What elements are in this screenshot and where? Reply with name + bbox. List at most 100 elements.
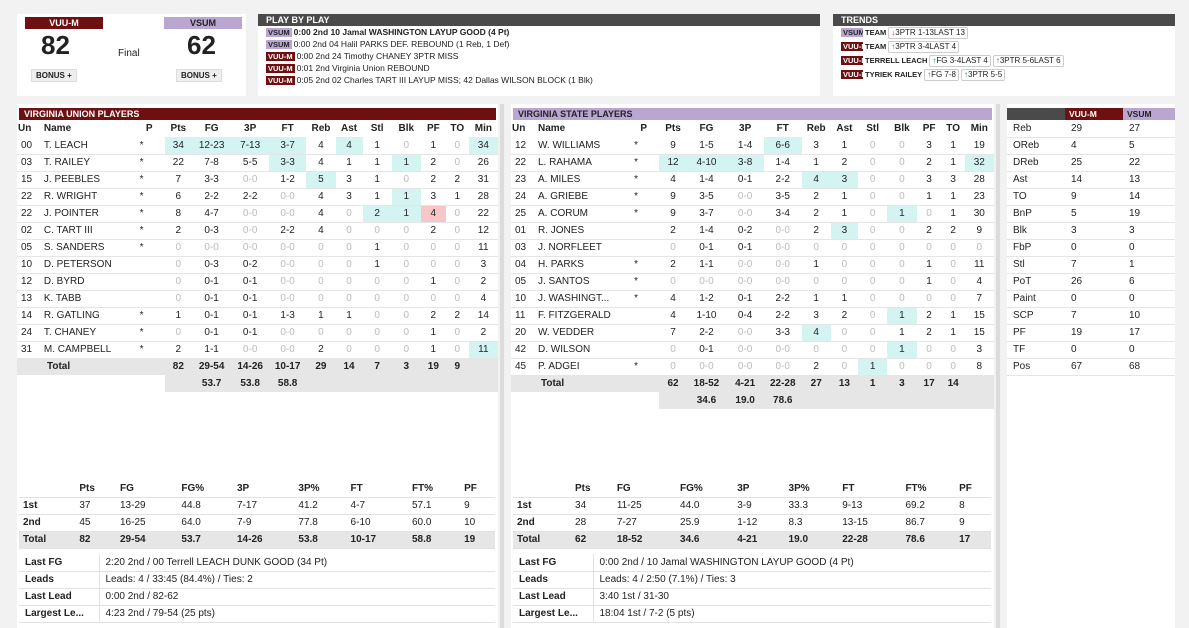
- player-row[interactable]: 05 S. SANDERS * 0 0-0 0-0 0-0 0 0 1 0 0 0 11: [17, 239, 498, 257]
- column-header[interactable]: Blk: [887, 120, 917, 137]
- team-stat-row: PF 19 17: [1007, 324, 1175, 342]
- player-row[interactable]: 24 A. GRIEBE * 9 3-5 0-0 3-5 2 1 0 0 1 1 23: [511, 188, 994, 206]
- column-divider[interactable]: [500, 104, 504, 628]
- player-row[interactable]: 03 J. NORFLEET 0 0-1 0-1 0-0 0 0 0 0 0 0 0: [511, 239, 994, 257]
- player-row[interactable]: 22 J. POINTER * 8 4-7 0-0 0-0 4 0 2 1 4 0 22: [17, 205, 498, 223]
- player-row[interactable]: 31 M. CAMPBELL * 2 1-1 0-0 0-0 2 0 0 0 1 0 11: [17, 341, 498, 359]
- column-header[interactable]: Name: [39, 120, 134, 137]
- column-header[interactable]: Ast: [830, 120, 859, 137]
- stat-cell: 8.3: [784, 514, 839, 532]
- player-row[interactable]: 42 D. WILSON 0 0-1 0-0 0-0 0 0 0 1 0 0 3: [511, 341, 994, 359]
- column-header[interactable]: Stl: [362, 120, 392, 137]
- player-row[interactable]: 24 T. CHANEY * 0 0-1 0-1 0-0 0 0 0 0 1 0 2: [17, 324, 498, 342]
- player-name[interactable]: M. CAMPBELL: [39, 341, 134, 359]
- player-name[interactable]: K. TABB: [39, 290, 134, 308]
- stat-cell: 1: [830, 137, 859, 155]
- column-header[interactable]: Min: [964, 120, 994, 137]
- column-header[interactable]: Stl: [858, 120, 888, 137]
- player-row[interactable]: 10 D. PETERSON 0 0-3 0-2 0-0 0 0 1 0 0 0 3: [17, 256, 498, 274]
- column-header[interactable]: Reb: [801, 120, 831, 137]
- player-name[interactable]: D. PETERSON: [39, 256, 134, 274]
- column-header[interactable]: 3P: [726, 120, 764, 137]
- player-row[interactable]: 25 A. CORUM * 9 3-7 0-0 3-4 2 1 0 1 0 1 30: [511, 205, 994, 223]
- column-divider[interactable]: [996, 104, 1000, 628]
- column-header[interactable]: P: [628, 120, 660, 137]
- column-header[interactable]: Min: [468, 120, 498, 137]
- column-header[interactable]: PF: [916, 120, 942, 137]
- player-name[interactable]: J. PEEBLES: [39, 171, 134, 189]
- column-header[interactable]: Ast: [335, 120, 363, 137]
- player-row[interactable]: 10 J. WASHINGT... * 4 1-2 0-1 2-2 1 1 0 0 0 0 7: [511, 290, 994, 308]
- player-name[interactable]: D. BYRD: [39, 273, 134, 291]
- player-name[interactable]: J. POINTER: [39, 205, 134, 223]
- pbp-text: 0:00 2nd 04 Halil PARKS DEF. REBOUND (1 …: [293, 39, 510, 49]
- player-name[interactable]: H. PARKS: [534, 256, 629, 274]
- column-header[interactable]: Blk: [391, 120, 421, 137]
- player-row[interactable]: 20 W. VEDDER 7 2-2 0-0 3-3 4 0 0 1 2 1 15: [511, 324, 994, 342]
- column-header[interactable]: Name: [534, 120, 629, 137]
- player-row[interactable]: 01 R. JONES 2 1-4 0-2 0-0 2 3 0 0 2 2 9: [511, 222, 994, 240]
- player-name[interactable]: A. MILES: [534, 171, 629, 189]
- player-row[interactable]: 00 T. LEACH * 34 12-23 7-13 3-7 4 4 1 0 1 0 34: [17, 137, 498, 155]
- column-header[interactable]: Pts: [164, 120, 192, 137]
- player-name[interactable]: L. RAHAMA: [534, 154, 629, 172]
- player-row[interactable]: 23 A. MILES * 4 1-4 0-1 2-2 4 3 0 0 3 3 28: [511, 171, 994, 189]
- player-name[interactable]: J. NORFLEET: [534, 239, 629, 257]
- player-name[interactable]: T. RAILEY: [39, 154, 134, 172]
- column-header[interactable]: 3P: [231, 120, 269, 137]
- column-header[interactable]: Un: [511, 120, 534, 137]
- stat-cell: 3-4: [763, 205, 802, 223]
- column-header[interactable]: Reb: [306, 120, 336, 137]
- column-header[interactable]: FG: [191, 120, 232, 137]
- total-cell: 19: [420, 358, 446, 375]
- column-header[interactable]: TO: [445, 120, 469, 137]
- player-name[interactable]: J. SANTOS: [534, 273, 629, 291]
- column-header[interactable]: Un: [17, 120, 40, 137]
- player-row[interactable]: 03 T. RAILEY * 22 7-8 5-5 3-3 4 1 1 1 2 0 26: [17, 154, 498, 172]
- player-name[interactable]: P. ADGEI: [534, 358, 629, 376]
- player-name[interactable]: T. LEACH: [39, 137, 134, 155]
- player-row[interactable]: 05 J. SANTOS * 0 0-0 0-0 0-0 0 0 0 0 1 0 4: [511, 273, 994, 291]
- column-header[interactable]: FG: [686, 120, 727, 137]
- player-row[interactable]: 14 R. GATLING * 1 0-1 0-1 1-3 1 1 0 0 2 2 14: [17, 307, 498, 325]
- player-name[interactable]: D. WILSON: [534, 341, 629, 359]
- column-header[interactable]: P: [133, 120, 165, 137]
- player-row[interactable]: 12 D. BYRD 0 0-1 0-1 0-0 0 0 0 0 1 0 2: [17, 273, 498, 291]
- player-row[interactable]: 45 P. ADGEI * 0 0-0 0-0 0-0 2 0 1 0 0 0 8: [511, 358, 994, 376]
- stat-cell: 0-2: [726, 222, 764, 240]
- column-header[interactable]: FT: [268, 120, 307, 137]
- play-by-play-panel[interactable]: PLAY BY PLAY VSUM 0:00 2nd 10 Jamal WASHI…: [258, 14, 820, 96]
- visitor-bonus-button[interactable]: BONUS +: [176, 69, 222, 82]
- stat-cell: 2: [420, 171, 446, 189]
- player-row[interactable]: 22 L. RAHAMA * 12 4-10 3-8 1-4 1 2 0 0 2 1 32: [511, 154, 994, 172]
- player-name[interactable]: R. WRIGHT: [39, 188, 134, 206]
- player-name[interactable]: W. VEDDER: [534, 324, 629, 342]
- player-name[interactable]: J. WASHINGT...: [534, 290, 629, 308]
- column-header[interactable]: TO: [941, 120, 965, 137]
- player-name[interactable]: T. CHANEY: [39, 324, 134, 342]
- total-cell: 3: [887, 375, 917, 392]
- player-row[interactable]: 13 K. TABB 0 0-1 0-1 0-0 0 0 0 0 0 0 4: [17, 290, 498, 308]
- player-row[interactable]: 04 H. PARKS * 2 1-1 0-0 0-0 1 0 0 0 1 0 11: [511, 256, 994, 274]
- column-header[interactable]: FT: [763, 120, 802, 137]
- player-row[interactable]: 02 C. TART III * 2 0-3 0-0 2-2 4 0 0 0 2 0 12: [17, 222, 498, 240]
- player-name[interactable]: R. JONES: [534, 222, 629, 240]
- column-header[interactable]: PF: [420, 120, 446, 137]
- player-name[interactable]: A. CORUM: [534, 205, 629, 223]
- stat-cell: 4: [306, 205, 336, 223]
- player-row[interactable]: 22 R. WRIGHT * 6 2-2 2-2 0-0 4 3 1 1 3 1 28: [17, 188, 498, 206]
- column-header[interactable]: Pts: [659, 120, 687, 137]
- player-name[interactable]: F. FITZGERALD: [534, 307, 629, 325]
- player-name[interactable]: R. GATLING: [39, 307, 134, 325]
- stat-cell: 0: [306, 256, 336, 274]
- info-label: Leads: [513, 571, 594, 589]
- player-row[interactable]: 12 W. WILLIAMS * 9 1-5 1-4 6-6 3 1 0 0 3 1 19: [511, 137, 994, 155]
- player-name[interactable]: C. TART III: [39, 222, 134, 240]
- trends-panel[interactable]: TRENDS VSUMTEAM↓3PTR 1-13LAST 13VUU-MTEA…: [833, 14, 1175, 96]
- home-bonus-button[interactable]: BONUS +: [31, 69, 77, 82]
- player-name[interactable]: A. GRIEBE: [534, 188, 629, 206]
- player-name[interactable]: W. WILLIAMS: [534, 137, 629, 155]
- player-row[interactable]: 11 F. FITZGERALD 4 1-10 0-4 2-2 3 2 0 1 2 1 15: [511, 307, 994, 325]
- player-row[interactable]: 15 J. PEEBLES * 7 3-3 0-0 1-2 5 3 1 0 2 2 31: [17, 171, 498, 189]
- player-name[interactable]: S. SANDERS: [39, 239, 134, 257]
